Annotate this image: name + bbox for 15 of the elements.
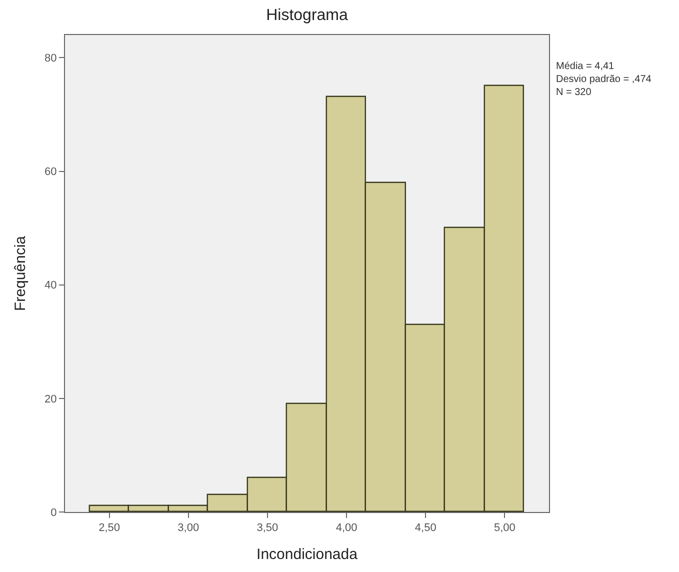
y-tick-label: 0 <box>50 506 57 519</box>
x-tick-label: 2,50 <box>98 522 120 534</box>
x-tick-label: 4,00 <box>336 522 358 534</box>
y-tick-label: 60 <box>44 166 57 178</box>
y-axis-title: Frequência <box>12 235 29 312</box>
chart-title: Histograma <box>266 6 348 24</box>
x-tick-label: 4,50 <box>414 522 436 534</box>
text: Média = 4,41 Desvio padrão = ,474 N = 320 <box>556 61 652 98</box>
x-tick-label: 3,00 <box>178 522 200 534</box>
x-axis-title: Incondicionada <box>256 546 358 564</box>
y-tick-label: 80 <box>44 52 57 65</box>
x-tick-label: 5,00 <box>494 522 516 534</box>
x-tick-label: 3,50 <box>256 522 278 534</box>
y-tick-label: 20 <box>44 393 57 406</box>
y-tick-label: 40 <box>44 280 57 292</box>
